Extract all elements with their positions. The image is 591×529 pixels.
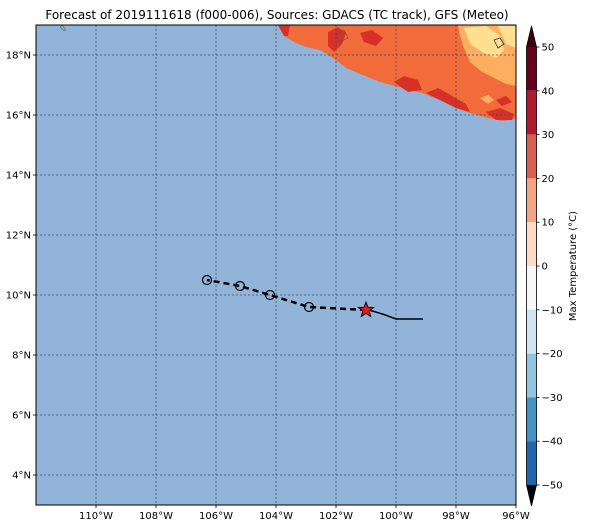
x-tick-label: 110°W xyxy=(79,511,113,522)
colorbar: 50 40 30 20 10 0 −10 −20 −30 −40 −50 Max Temperatu… xyxy=(526,25,579,507)
cool-patch xyxy=(480,95,494,104)
forecast-position-marker xyxy=(234,280,246,292)
warm-patch xyxy=(278,25,290,36)
current-position-star xyxy=(357,300,375,318)
cyclone-track xyxy=(201,274,423,320)
warm-patch xyxy=(496,96,512,106)
observed-track-line xyxy=(368,309,423,320)
colorbar-extend-top xyxy=(526,26,537,47)
cooler-patch xyxy=(464,26,504,58)
colorbar-segment xyxy=(526,90,537,135)
x-tick-label: 106°W xyxy=(199,511,233,522)
colorbar-label: Max Temperature (°C) xyxy=(568,211,579,321)
colorbar-tick-label: 20 xyxy=(542,174,555,185)
land-mainland xyxy=(278,25,516,121)
y-tick-label: 14°N xyxy=(6,171,31,182)
x-tick-label: 100°W xyxy=(379,511,413,522)
warm-patch xyxy=(394,76,422,92)
latitude-tick-labels: 4°N 6°N 8°N 10°N 12°N 14°N 16°N 18°N xyxy=(6,51,36,482)
contour-outline xyxy=(335,29,349,43)
colorbar-segment xyxy=(526,178,537,223)
colorbar-segment xyxy=(526,441,537,485)
y-tick-label: 16°N xyxy=(6,111,31,122)
forecast-position-marker xyxy=(264,289,276,301)
warm-patch xyxy=(486,108,514,120)
colorbar-segment xyxy=(526,222,537,266)
colorbar-tick-labels: 50 40 30 20 10 0 −10 −20 −30 −40 −50 xyxy=(536,43,563,492)
colorbar-tick-label: −20 xyxy=(542,349,563,360)
colorbar-tick-label: 40 xyxy=(542,86,555,97)
x-tick-label: 104°W xyxy=(259,511,293,522)
colorbar-tick-label: −50 xyxy=(542,481,563,492)
y-tick-label: 4°N xyxy=(12,471,31,482)
x-tick-label: 98°W xyxy=(442,511,470,522)
colorbar-segment xyxy=(526,266,537,310)
colorbar-tick-label: −40 xyxy=(542,437,563,448)
colorbar-tick-label: 10 xyxy=(542,218,555,229)
colorbar-tick-label: 0 xyxy=(542,262,548,273)
map-panel: 110°W 108°W 106°W 104°W 102°W 100°W 98°W 96°W 4… xyxy=(6,24,530,522)
contour-outline xyxy=(493,37,505,49)
land-temperature-field xyxy=(59,25,516,121)
y-tick-label: 6°N xyxy=(12,411,31,422)
x-tick-label: 108°W xyxy=(139,511,173,522)
warm-patch xyxy=(328,27,346,52)
y-tick-label: 8°N xyxy=(12,351,31,362)
y-tick-label: 10°N xyxy=(6,291,31,302)
longitude-tick-labels: 110°W 108°W 106°W 104°W 102°W 100°W 98°W 96°W xyxy=(79,505,530,522)
colorbar-extend-bottom xyxy=(526,485,537,506)
colorbar-segment xyxy=(526,47,537,91)
contour-outline xyxy=(59,25,67,32)
cooler-patch xyxy=(498,26,516,48)
colorbar-tick-label: −30 xyxy=(542,393,563,404)
colorbar-segment xyxy=(526,353,537,398)
y-tick-label: 12°N xyxy=(6,231,31,242)
colorbar-tick-label: 30 xyxy=(542,130,555,141)
x-tick-label: 102°W xyxy=(319,511,353,522)
colorbar-segment xyxy=(526,134,537,179)
warm-patch xyxy=(426,88,470,112)
colorbar-segment xyxy=(526,397,537,442)
y-tick-label: 18°N xyxy=(6,51,31,62)
warm-patch xyxy=(360,30,383,46)
figure-title: Forecast of 2019111618 (f000-006), Sourc… xyxy=(45,8,508,22)
colorbar-segments xyxy=(526,26,537,506)
x-tick-label: 96°W xyxy=(502,511,530,522)
colorbar-segment xyxy=(526,309,537,354)
graticule xyxy=(36,25,516,505)
colorbar-tick-label: 50 xyxy=(542,43,555,54)
colorbar-tick-label: −10 xyxy=(542,305,563,316)
forecast-position-marker xyxy=(201,274,213,286)
forecast-position-marker xyxy=(303,301,315,313)
forecast-track-line xyxy=(206,278,367,312)
